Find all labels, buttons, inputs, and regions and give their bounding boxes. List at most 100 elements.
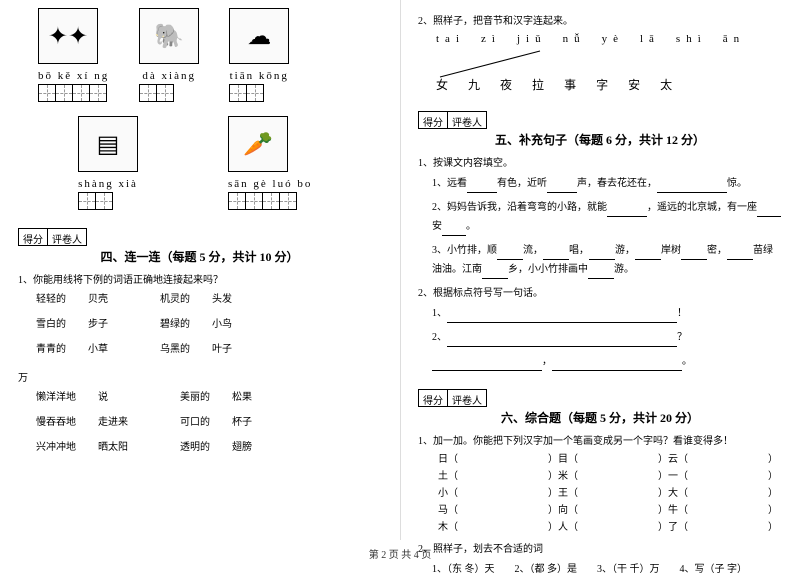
cell: ）了（ [658, 519, 768, 536]
word: 可口的 [180, 413, 210, 428]
fill-line: 1、远看有色，近听声，春去花还在，惊。 [432, 174, 782, 193]
word: 走进来 [98, 413, 128, 428]
hanzi: 拉 [532, 76, 544, 93]
grader-label: 评卷人 [47, 228, 87, 246]
fill-line: 3、小竹排，顺流，唱，游，岸树密，苗绿油油。江南乡，小小竹排画中游。 [432, 241, 782, 279]
pinyin: nǚ [563, 33, 586, 45]
column-divider [400, 0, 401, 540]
tianzige-grid [228, 192, 312, 210]
cell: ）牛（ [658, 502, 768, 519]
pinyin-label: shàng xià [78, 178, 138, 190]
fill-line: 1、（东 冬）天 2、（都 多）是 3、（干 千）万 4、写（子 字） [432, 560, 782, 579]
tianzige-grid [139, 84, 199, 102]
word: 头发 [212, 290, 232, 305]
hanzi: 字 [596, 76, 608, 93]
pic-item: 🐘 dà xiàng [139, 8, 199, 102]
fill-line: 1、！ [432, 304, 782, 323]
link-line-svg [436, 49, 776, 79]
word: 兴冲冲地 [36, 438, 76, 453]
pinyin-row: tai zì jiǔ nǚ yè lā shì ān [436, 33, 782, 45]
cell: ）人（ [548, 519, 658, 536]
score-box: 得分 评卷人 [418, 389, 782, 407]
question-text: 2、根据标点符号写一句话。 [418, 284, 782, 299]
word: 美丽的 [180, 388, 210, 403]
word: 机灵的 [160, 290, 190, 305]
cell: ） [768, 468, 778, 485]
tianzige-grid [78, 192, 138, 210]
word: 懒洋洋地 [36, 388, 76, 403]
pinyin: ān [723, 33, 745, 45]
cell: ）云（ [658, 451, 768, 468]
cell: ）一（ [658, 468, 768, 485]
sub-question: 万 [18, 369, 381, 384]
hanzi: 女 [436, 76, 448, 93]
pinyin: yè [602, 33, 624, 45]
word: 轻轻的 [36, 290, 66, 305]
word: 步子 [88, 315, 108, 330]
grader-label: 评卷人 [447, 389, 487, 407]
score-box: 得分 评卷人 [418, 111, 782, 129]
updown-icon: ▤ [78, 116, 138, 172]
page-footer: 第 2 页 共 4 页 [0, 546, 800, 561]
fill-line: ，。 [432, 352, 782, 371]
word: 松果 [232, 388, 252, 403]
pinyin: lā [640, 33, 660, 45]
word: 慢吞吞地 [36, 413, 76, 428]
pic-item: ✦✦ bō kě xí ng [38, 8, 109, 102]
picture-row-2: ▤ shàng xià 🥕 sān gè luó bo [78, 116, 381, 210]
elephant-icon: 🐘 [139, 8, 199, 64]
section-5-title: 五、补充句子（每题 6 分，共计 12 分） [418, 131, 782, 148]
pinyin-label: dà xiàng [139, 70, 199, 82]
pinyin: jiǔ [517, 33, 547, 45]
hanzi: 事 [564, 76, 576, 93]
word: 小鸟 [212, 315, 232, 330]
question-text: 1、你能用线将下例的词语正确地连接起来吗？ [18, 271, 381, 286]
pinyin: tai [436, 33, 465, 45]
word: 说 [98, 388, 128, 403]
pinyin: shì [676, 33, 707, 45]
word: 碧绿的 [160, 315, 190, 330]
pinyin: zì [481, 33, 501, 45]
word: 杯子 [232, 413, 252, 428]
pinyin-label: tiān kōng [229, 70, 289, 82]
word: 乌黑的 [160, 340, 190, 355]
pic-item: 🥕 sān gè luó bo [228, 116, 312, 210]
hanzi: 夜 [500, 76, 512, 93]
stars-icon: ✦✦ [38, 8, 98, 64]
word: 晒太阳 [98, 438, 128, 453]
picture-row-1: ✦✦ bō kě xí ng 🐘 dà xiàng ☁ tiān kōng [38, 8, 381, 102]
cell: 日（ [438, 451, 548, 468]
score-label: 得分 [418, 111, 448, 129]
word: 青青的 [36, 340, 66, 355]
cell: ）大（ [658, 485, 768, 502]
score-box: 得分 评卷人 [18, 228, 381, 246]
grader-label: 评卷人 [447, 111, 487, 129]
word-grid-1: 轻轻的 雪白的 青青的 贝壳 步子 小草 机灵的 碧绿的 乌黑的 头发 小鸟 叶… [36, 290, 381, 355]
carrot-icon: 🥕 [228, 116, 288, 172]
fill-line: 2、妈妈告诉我，沿着弯弯的小路，就能，遥远的北京城，有一座安。 [432, 198, 782, 236]
cell: 土（ [438, 468, 548, 485]
word: 翅膀 [232, 438, 252, 453]
word: 透明的 [180, 438, 210, 453]
cell: 马（ [438, 502, 548, 519]
pinyin-label: sān gè luó bo [228, 178, 312, 190]
pic-item: ▤ shàng xià [78, 116, 138, 210]
hanzi: 九 [468, 76, 480, 93]
cloud-icon: ☁ [229, 8, 289, 64]
cell: ）向（ [548, 502, 658, 519]
question-text: 1、加一加。你能把下列汉字加一个笔画变成另一个字吗？看谁变得多！ [418, 432, 782, 447]
word: 雪白的 [36, 315, 66, 330]
cell: ）王（ [548, 485, 658, 502]
fill-line: 2、？ [432, 328, 782, 347]
pinyin-label: bō kě xí ng [38, 70, 109, 82]
cell: ）米（ [548, 468, 658, 485]
tianzige-grid [229, 84, 289, 102]
pic-item: ☁ tiān kōng [229, 8, 289, 102]
right-column: 2、照样子，把音节和汉字连起来。 tai zì jiǔ nǚ yè lā shì… [400, 0, 800, 540]
question-text: 1、按课文内容填空。 [418, 154, 782, 169]
punct: ！ [677, 308, 687, 319]
cell: ） [768, 519, 778, 536]
score-label: 得分 [418, 389, 448, 407]
question-text: 2、照样子，把音节和汉字连起来。 [418, 12, 782, 27]
word: 小草 [88, 340, 108, 355]
